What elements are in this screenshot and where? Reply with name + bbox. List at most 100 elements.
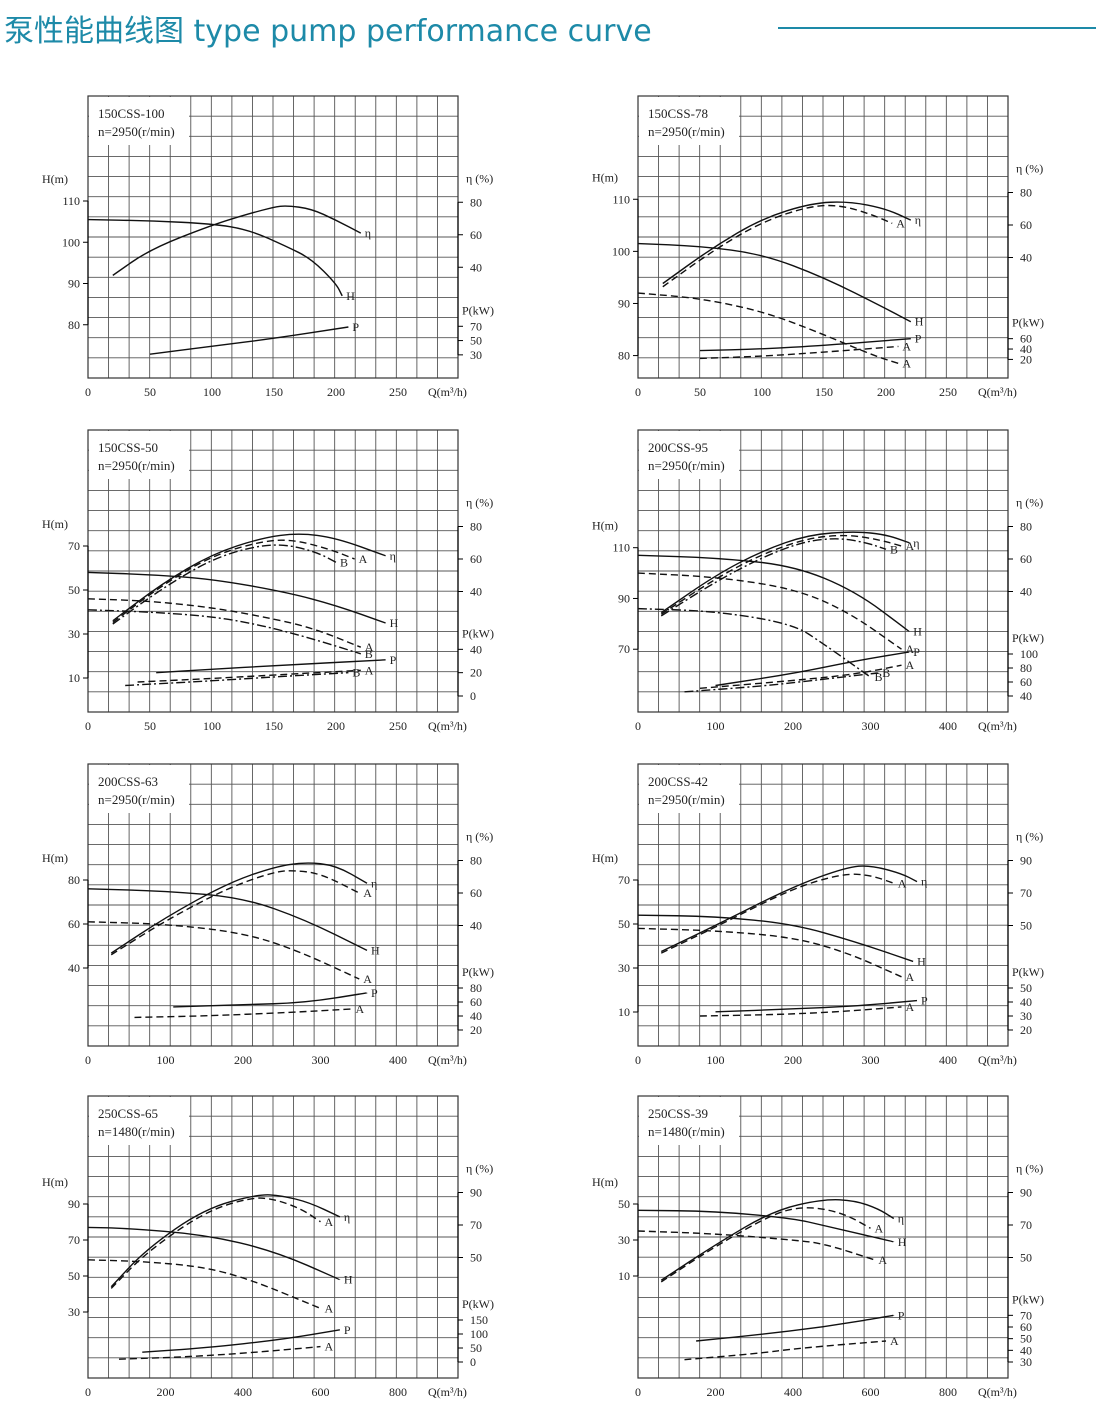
series-h-a-line (637, 927, 902, 978)
series-label: A (906, 539, 915, 553)
x-tick-label: 50 (694, 385, 706, 399)
eta-tick-label: 70 (1020, 1218, 1032, 1232)
h-tick-label: 90 (68, 1197, 80, 1211)
x-tick-label: 300 (862, 719, 880, 733)
series-p-line (173, 992, 368, 1008)
series-h-b-line (637, 607, 871, 678)
eta-tick-label: 80 (470, 195, 482, 209)
eta-tick-label: 50 (470, 1251, 482, 1265)
eta-tick-label: 70 (470, 1218, 482, 1232)
series-h-a-line (87, 1259, 321, 1310)
series-label: η (913, 536, 919, 550)
speed-label: n=1480(r/min) (98, 1124, 175, 1139)
series-label: H (371, 943, 380, 957)
p-tick-label: 60 (470, 995, 482, 1009)
series-η-a-line (660, 534, 902, 615)
chart-250css-65: 250CSS-65 n=1480(r/min) 0 200 400 600 800 Q(m³/… (40, 1090, 510, 1400)
x-tick-label: 150 (265, 719, 283, 733)
series-label: B (875, 670, 883, 684)
x-tick-label: 300 (312, 1053, 330, 1067)
series-label: H (913, 624, 922, 638)
series-label: P (898, 1308, 905, 1322)
series-label: A (325, 1340, 334, 1354)
h-tick-label: 70 (68, 539, 80, 553)
model-label: 200CSS-63 (98, 774, 158, 789)
speed-label: n=2950(r/min) (648, 124, 725, 139)
h-axis-label: H(m) (592, 519, 618, 533)
model-label: 250CSS-65 (98, 1106, 158, 1121)
series-p-line (699, 337, 911, 352)
p-axis-label: P(kW) (462, 626, 494, 640)
p-tick-label: 50 (1020, 1332, 1032, 1346)
x-tick-label: 0 (85, 1385, 91, 1399)
h-tick-label: 70 (618, 873, 630, 887)
p-tick-label: 150 (470, 1313, 488, 1327)
series-label: P (390, 653, 397, 667)
eta-tick-label: 80 (1020, 186, 1032, 200)
p-tick-label: 80 (470, 981, 482, 995)
p-tick-label: 40 (1020, 995, 1032, 1009)
x-tick-label: 200 (784, 1053, 802, 1067)
x-tick-label: 0 (635, 385, 641, 399)
eta-tick-label: 40 (470, 919, 482, 933)
series-η-line (112, 533, 386, 622)
eta-tick-label: 60 (470, 228, 482, 242)
eta-tick-label: 40 (1020, 251, 1032, 265)
p-tick-label: 40 (1020, 342, 1032, 356)
x-tick-label: 0 (85, 1053, 91, 1067)
series-label: A (365, 640, 374, 654)
series-label: η (371, 876, 377, 890)
series-η-line (110, 862, 368, 954)
x-tick-label: 0 (635, 1053, 641, 1067)
series-p-line (156, 659, 386, 674)
h-tick-label: 110 (612, 192, 630, 206)
x-tick-label: 250 (389, 385, 407, 399)
series-η-line (660, 865, 918, 953)
series-label: A (325, 1301, 334, 1315)
series-p-line (715, 651, 910, 687)
x-axis-label: Q(m³/h) (978, 1385, 1017, 1399)
series-h-line (637, 554, 910, 633)
speed-label: n=2950(r/min) (648, 458, 725, 473)
series-label: P (915, 332, 922, 346)
series-label: P (913, 645, 920, 659)
p-axis-label: P(kW) (462, 965, 494, 979)
x-tick-label: 400 (234, 1385, 252, 1399)
h-axis-label: H(m) (592, 851, 618, 865)
p-axis-label: P(kW) (462, 303, 494, 317)
eta-tick-label: 90 (470, 1186, 482, 1200)
x-tick-label: 0 (635, 1385, 641, 1399)
label-box (639, 431, 739, 479)
series-label: P (352, 320, 359, 334)
chart-svg: 150CSS-50n=2950(r/min)0 50 100 150 200 250 Q(m… (42, 429, 494, 733)
speed-label: n=1480(r/min) (648, 1124, 725, 1139)
series-label: A (363, 886, 372, 900)
series-η-a-line (110, 1197, 321, 1289)
series-h-a-line (637, 572, 902, 650)
series-label: A (902, 339, 911, 353)
title-rule (778, 27, 1096, 29)
series-label: A (906, 642, 915, 656)
series-η-line (660, 531, 910, 614)
h-tick-label: 60 (68, 917, 80, 931)
eta-axis-label: η (%) (1016, 1162, 1043, 1176)
x-tick-label: 200 (157, 1385, 175, 1399)
grid (637, 1095, 1009, 1379)
series-η-line (660, 1199, 895, 1281)
x-tick-label: 200 (327, 385, 345, 399)
series-label: H (390, 616, 399, 630)
eta-axis-label: η (%) (466, 830, 493, 844)
series-p-line (149, 326, 349, 355)
series-label: H (346, 289, 355, 303)
series-label: A (325, 1215, 334, 1229)
x-axis-label: Q(m³/h) (978, 719, 1017, 733)
speed-label: n=2950(r/min) (98, 458, 175, 473)
p-tick-label: 80 (1020, 661, 1032, 675)
h-tick-label: 50 (618, 917, 630, 931)
series-p-a-line (118, 1345, 321, 1360)
series-η-line (112, 205, 362, 276)
series-h-a-line (87, 598, 362, 648)
series-label: P (371, 986, 378, 1000)
series-label: H (915, 315, 924, 329)
series-p-line (142, 1329, 340, 1353)
